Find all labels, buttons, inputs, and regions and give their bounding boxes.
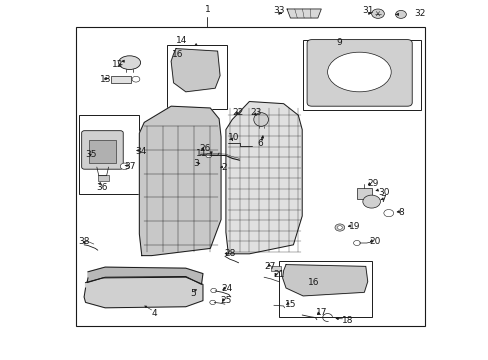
Text: 3: 3 (193, 159, 199, 168)
Circle shape (205, 153, 211, 158)
Text: 28: 28 (224, 249, 235, 258)
Text: 31: 31 (361, 5, 373, 14)
Bar (270, 266, 281, 271)
Text: 5: 5 (190, 289, 196, 298)
FancyBboxPatch shape (306, 40, 411, 106)
Text: 6: 6 (257, 139, 263, 148)
Text: 22: 22 (232, 108, 244, 117)
Circle shape (395, 10, 406, 18)
Circle shape (362, 195, 380, 208)
Polygon shape (225, 102, 302, 254)
Text: 11: 11 (196, 149, 207, 158)
Bar (278, 261, 371, 317)
Text: 14: 14 (175, 36, 187, 45)
Polygon shape (139, 106, 221, 256)
Text: 38: 38 (79, 237, 90, 246)
Bar (167, 45, 227, 109)
Polygon shape (84, 277, 203, 308)
Ellipse shape (118, 56, 141, 69)
Circle shape (353, 240, 360, 246)
Text: 21: 21 (272, 270, 284, 279)
Circle shape (210, 288, 216, 293)
Circle shape (371, 9, 384, 18)
Bar (111, 76, 131, 83)
Circle shape (383, 210, 393, 217)
Text: 12: 12 (111, 60, 122, 69)
Text: 1: 1 (204, 5, 210, 14)
Text: 33: 33 (272, 5, 284, 14)
Text: 9: 9 (336, 38, 342, 47)
Text: 17: 17 (316, 308, 327, 317)
Text: 15: 15 (285, 300, 296, 309)
Ellipse shape (253, 113, 268, 126)
Polygon shape (286, 9, 321, 18)
Text: 18: 18 (342, 316, 353, 325)
Text: 37: 37 (124, 162, 136, 171)
Text: 16: 16 (307, 278, 319, 287)
Bar (356, 188, 371, 199)
FancyBboxPatch shape (81, 131, 123, 169)
Text: 24: 24 (221, 284, 232, 293)
Polygon shape (87, 267, 203, 284)
Text: 29: 29 (367, 179, 378, 188)
Bar (98, 175, 108, 181)
Circle shape (209, 300, 215, 305)
Text: 25: 25 (220, 296, 231, 305)
Ellipse shape (327, 52, 390, 92)
Text: 34: 34 (135, 148, 146, 156)
Text: 32: 32 (414, 9, 425, 18)
Circle shape (120, 163, 129, 170)
Circle shape (334, 224, 344, 231)
Text: 2: 2 (221, 163, 226, 172)
Polygon shape (171, 49, 220, 92)
Text: 10: 10 (228, 133, 240, 142)
Bar (79, 115, 139, 194)
Text: 27: 27 (264, 262, 275, 271)
Text: 13: 13 (100, 76, 112, 85)
Circle shape (337, 226, 342, 229)
Bar (303, 40, 420, 110)
Text: 4: 4 (151, 309, 157, 318)
Text: 20: 20 (369, 237, 380, 246)
Text: 7: 7 (380, 195, 386, 204)
Text: 30: 30 (378, 188, 389, 197)
Bar (89, 140, 116, 163)
Text: 26: 26 (199, 144, 210, 153)
Text: 36: 36 (96, 183, 108, 192)
Text: 35: 35 (85, 150, 97, 159)
Bar (76, 27, 425, 326)
Text: 8: 8 (398, 208, 404, 217)
Polygon shape (282, 265, 367, 296)
Text: 19: 19 (348, 222, 360, 231)
Text: 16: 16 (172, 50, 183, 59)
Text: 23: 23 (250, 108, 261, 117)
Circle shape (132, 76, 140, 82)
